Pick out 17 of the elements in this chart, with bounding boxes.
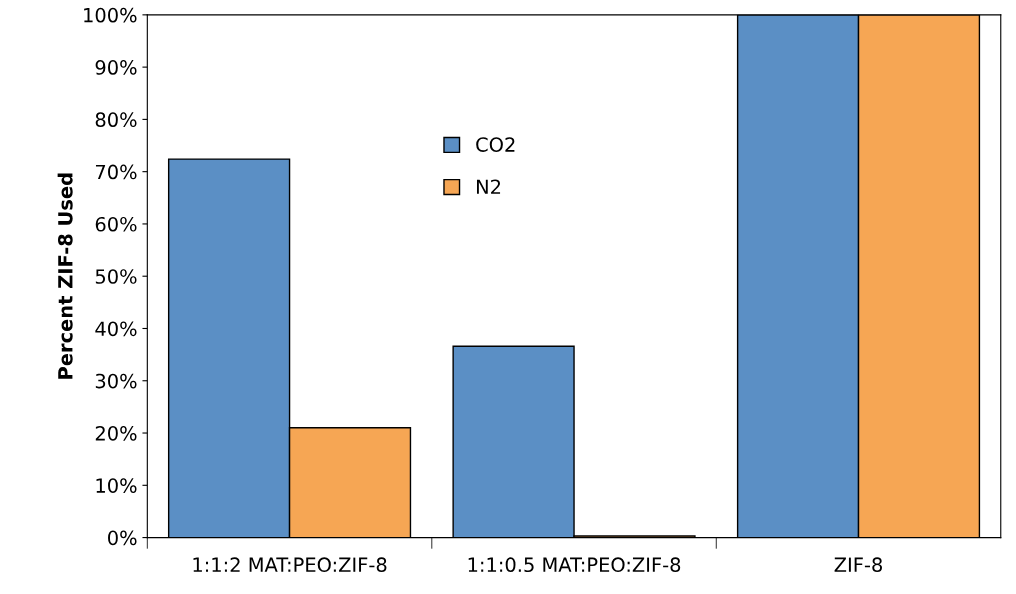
y-tick-label: 90% [95,60,137,75]
y-tick-label: 0% [108,530,137,546]
legend-label: N2 [477,179,501,194]
y-axis-title: Percent ZIF-8 Used [57,173,73,379]
y-tick-label: 60% [95,216,137,232]
y-tick-label: 70% [95,164,137,180]
x-tick-label: 1:1:2 MAT:PEO:ZIF-8 [193,557,387,573]
x-tick-label: ZIF-8 [834,557,882,573]
y-tick-label: 30% [95,373,137,389]
y-tick-label: 20% [95,425,137,441]
x-tick-label: 1:1:0.5 MAT:PEO:ZIF-8 [468,557,681,573]
legend-label: CO2 [476,137,515,152]
y-tick-label: 10% [96,478,137,493]
y-tick-label: 40% [95,321,137,337]
y-tick-label: 100% [84,7,137,23]
y-tick-label: 50% [95,269,137,284]
y-tick-label: 80% [95,112,137,128]
